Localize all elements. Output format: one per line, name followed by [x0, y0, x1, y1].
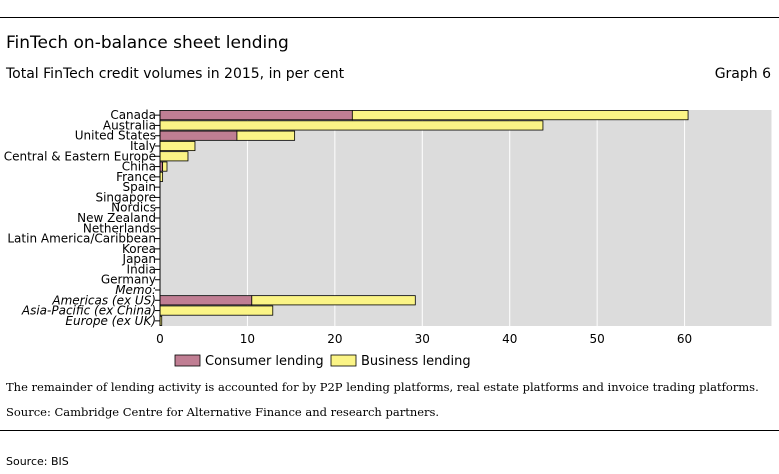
x-tick-label: 30	[415, 332, 430, 346]
x-tick-label: 60	[677, 332, 692, 346]
category-label: Europe (ex UK)	[65, 314, 156, 328]
bar-business	[162, 161, 168, 172]
gridlines	[246, 110, 773, 326]
category-label: Japan	[122, 252, 156, 266]
bar-business	[351, 110, 689, 121]
x-tick-label: 40	[502, 332, 517, 346]
legend-label: Consumer lending	[205, 354, 324, 369]
bar-business	[159, 305, 274, 316]
category-label: Memo:	[115, 283, 156, 297]
note-remainder: The remainder of lending activity is acc…	[6, 380, 759, 394]
legend: Consumer lending Business lending	[174, 354, 471, 369]
legend-swatch	[174, 354, 201, 367]
x-tick-label: 10	[240, 332, 255, 346]
x-tick-label: 50	[590, 332, 605, 346]
category-label: Singapore	[95, 190, 156, 204]
category-label: Italy	[130, 139, 156, 153]
bar-consumer	[159, 130, 238, 141]
category-label: Latin America/Caribbean	[7, 232, 156, 246]
category-label: India	[127, 262, 156, 276]
plot-area	[160, 110, 772, 326]
bar-business	[159, 120, 544, 131]
category-label: Nordics	[111, 201, 156, 215]
category-label: Korea	[122, 242, 156, 256]
x-tick-labels: 0 10 20 30 40 50 60	[156, 332, 692, 346]
category-label: United States	[75, 129, 156, 143]
bar-consumer	[159, 295, 253, 306]
category-label: Australia	[103, 118, 156, 132]
top-rule	[0, 17, 779, 18]
note-source: Source: Cambridge Centre for Alternative…	[6, 405, 440, 419]
bar-consumer	[159, 110, 353, 121]
category-label: Spain	[122, 180, 156, 194]
bar-business	[159, 151, 189, 162]
axis	[155, 110, 161, 326]
legend-label: Business lending	[361, 354, 471, 369]
category-label: France	[116, 170, 156, 184]
chart-title: FinTech on-balance sheet lending	[6, 33, 289, 53]
category-label: China	[122, 160, 156, 174]
bar-business	[236, 130, 296, 141]
category-label: Canada	[110, 108, 156, 122]
category-label: Asia-Pacific (ex China)	[21, 304, 156, 318]
graph-number: Graph 6	[714, 66, 771, 82]
category-label: Netherlands	[83, 221, 156, 235]
category-label: New Zealand	[77, 211, 156, 225]
x-tick-label: 0	[156, 332, 164, 346]
chart-subtitle: Total FinTech credit volumes in 2015, in…	[6, 66, 345, 82]
category-label: Americas (ex US)	[51, 293, 156, 307]
category-label: Central & Eastern Europe	[4, 149, 156, 163]
footer-source: Source: BIS	[6, 455, 69, 468]
x-tick-label: 20	[327, 332, 342, 346]
legend-swatch	[330, 354, 357, 367]
bottom-rule	[0, 430, 779, 431]
bar-business	[251, 295, 416, 306]
category-label: Germany	[101, 273, 156, 287]
bar-business	[159, 140, 196, 152]
